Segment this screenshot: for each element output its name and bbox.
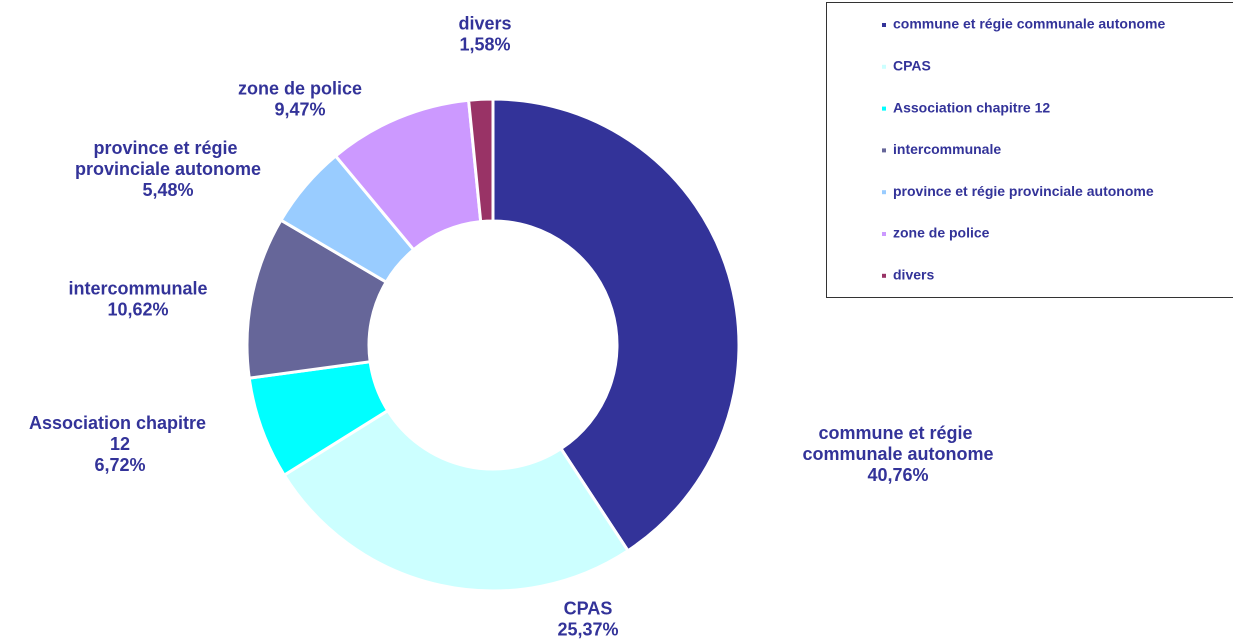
slice-label-line: 12 [110,434,130,454]
value-label: 1,58% [459,34,510,54]
slice-label-line: zone de police [238,78,362,98]
legend-label: Association chapitre 12 [893,99,1050,115]
legend-box [826,2,1233,298]
legend-swatch [882,106,886,111]
slice-label: CPAS [564,598,613,618]
legend-swatch [882,190,886,195]
legend-swatch [882,23,886,27]
slice-label-line: province et régie [93,138,242,158]
legend-swatch [882,148,886,153]
slice-label: divers [458,13,511,33]
legend-label: CPAS [893,58,931,74]
value-label: 40,76% [867,465,928,485]
slice [491,97,741,553]
slice-label-line: divers [458,13,511,33]
slice-label: commune et régie communale autonome [802,423,993,464]
slice [282,408,631,593]
legend-label: intercommunale [893,141,1001,157]
slice-label-line: commune et régie [818,423,977,443]
slice-label-line: communale autonome [802,444,993,464]
value-label: 9,47% [274,99,325,119]
value-label: 10,62% [107,299,168,319]
legend-label: divers [893,267,934,283]
legend-swatch [882,64,886,69]
legend-label: commune et régie communale autonome [893,16,1165,32]
slice-label: province et régie provinciale autonome [75,138,261,179]
legend-label: province et régie provinciale autonome [893,183,1154,199]
value-label: 25,37% [557,619,618,639]
slice-label: zone de police [238,78,362,98]
value-label: 6,72% [94,455,145,475]
slice-label-line: provinciale autonome [75,159,261,179]
legend-swatch [882,273,886,278]
slice-label: Association chapitre 12 [29,413,211,454]
slice-label-line: Association chapitre [29,413,211,433]
slice-label-line: intercommunale [68,278,207,298]
legend-label: zone de police [893,225,990,241]
slice-label-line: CPAS [564,598,613,618]
slice [466,97,495,224]
slice-label: intercommunale [68,278,207,298]
value-label: 5,48% [142,180,193,200]
legend-swatch [882,232,886,236]
